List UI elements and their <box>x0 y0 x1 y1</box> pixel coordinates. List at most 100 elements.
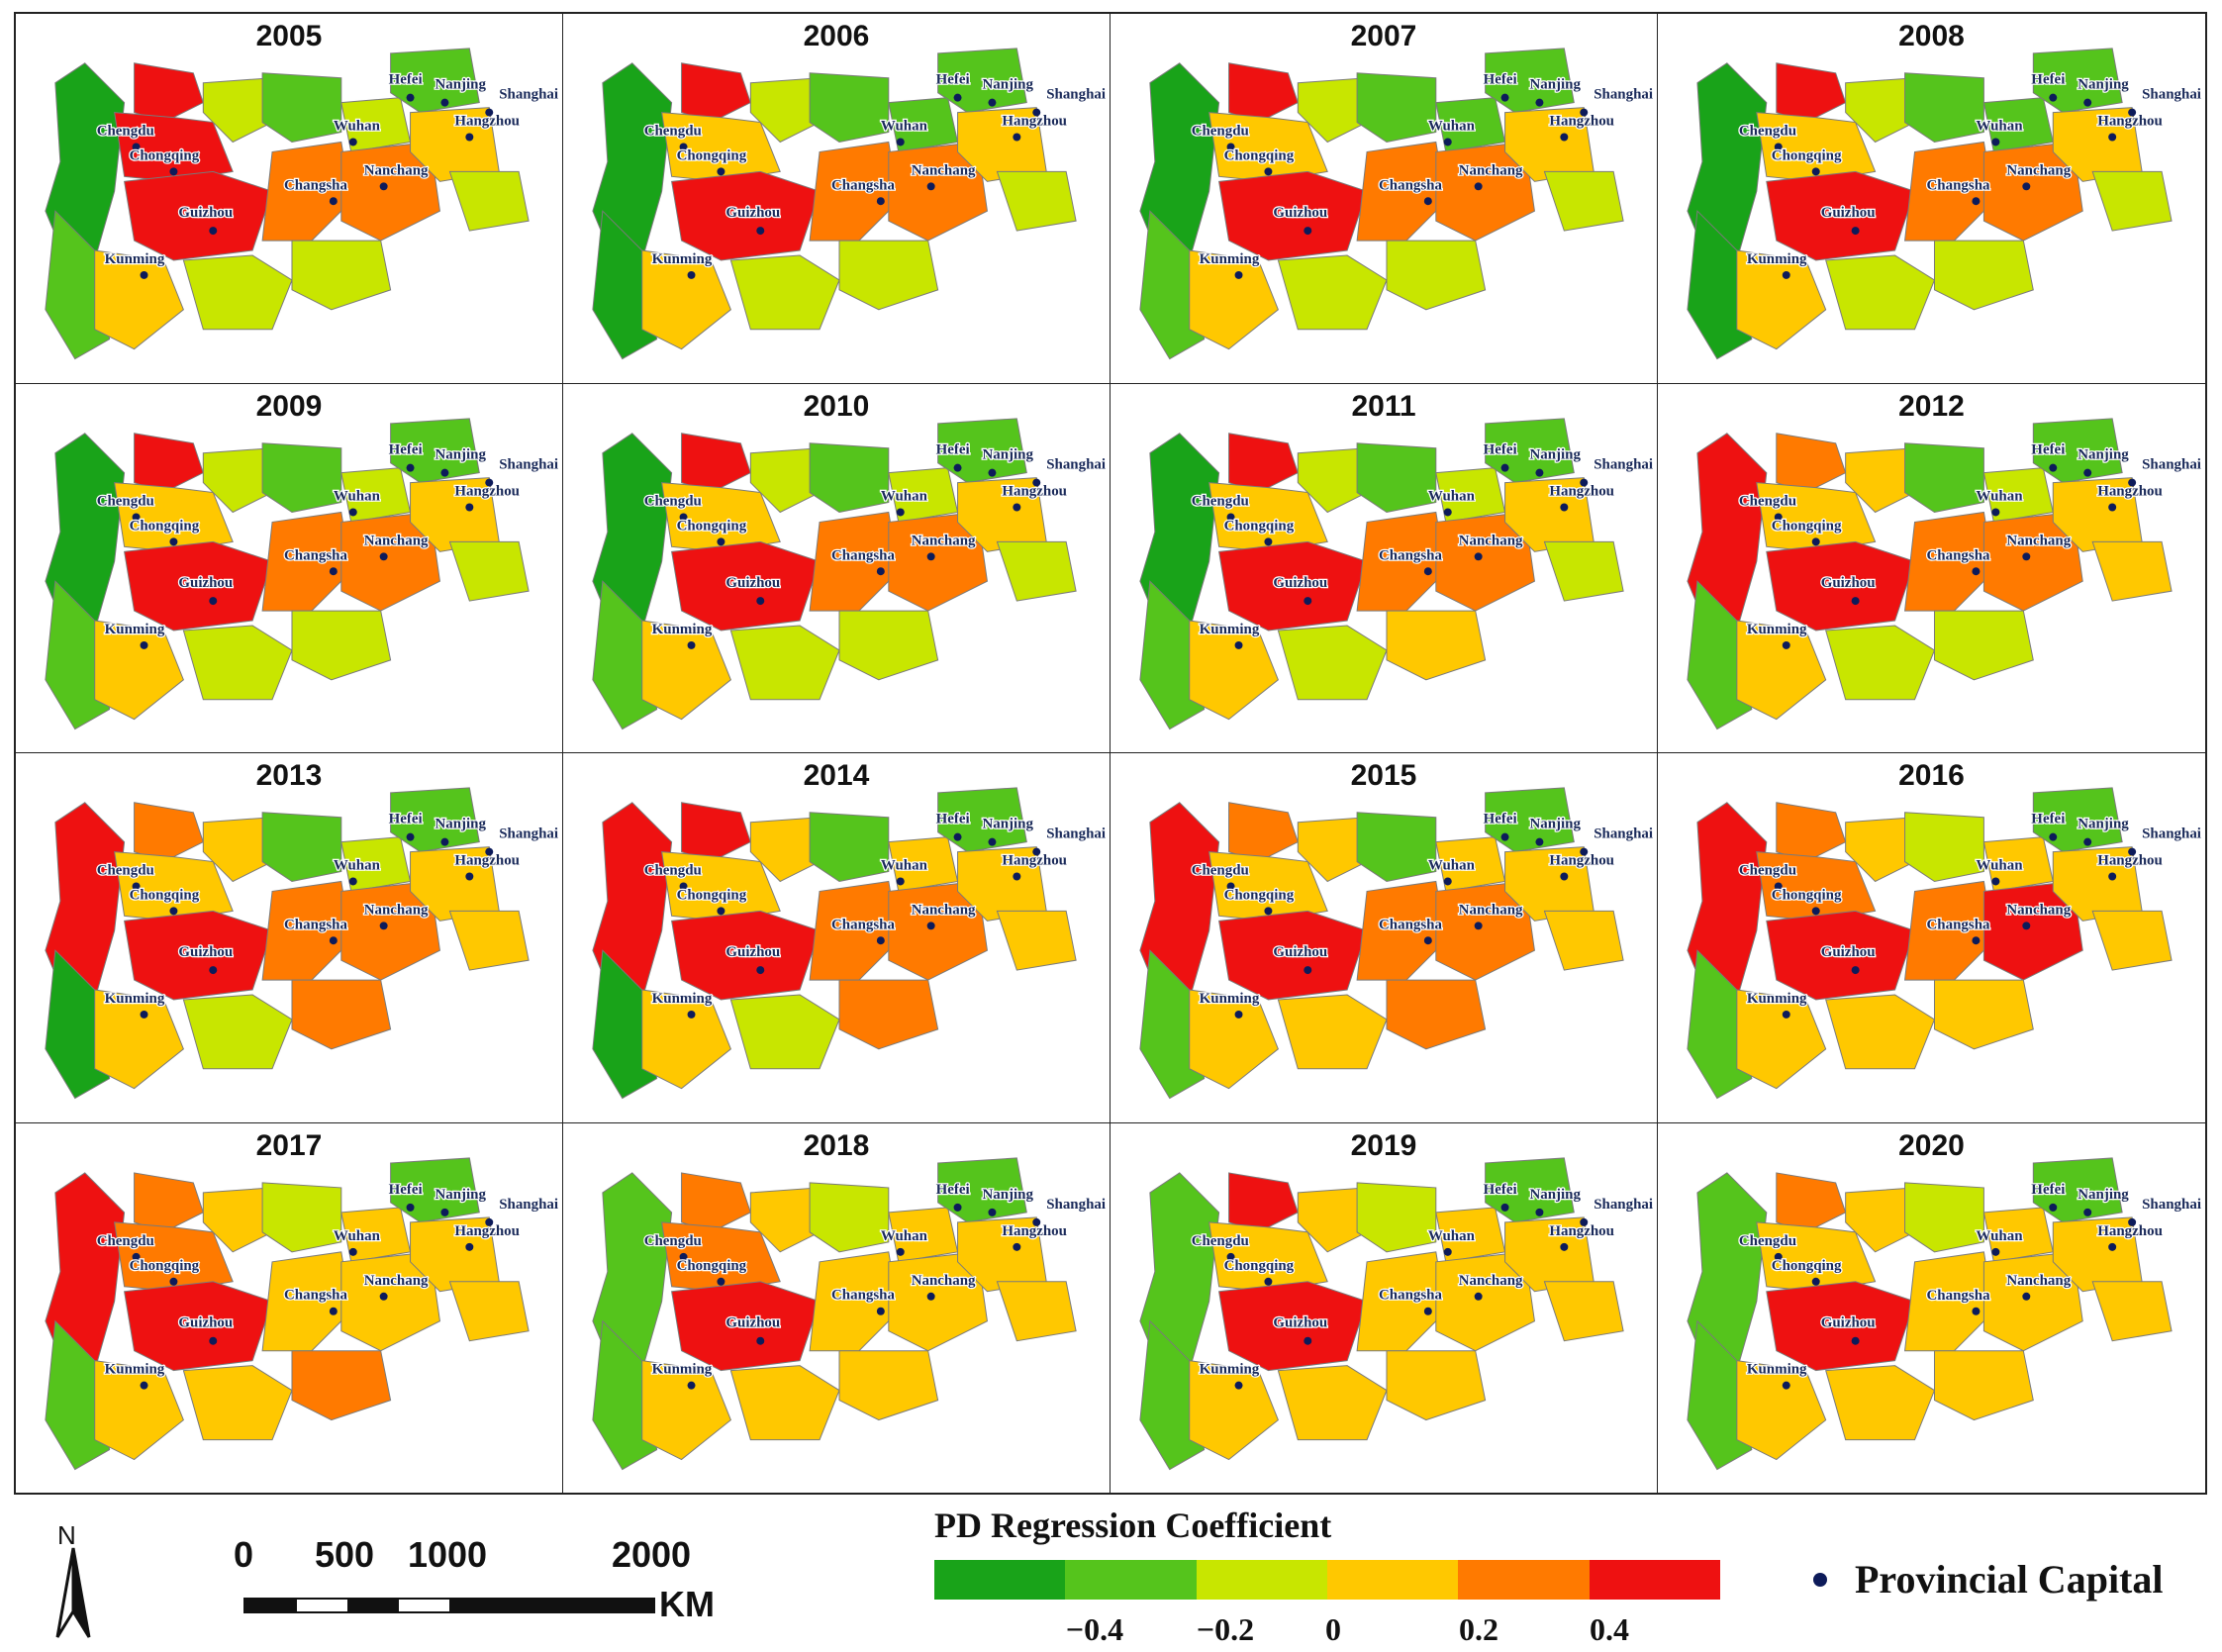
capital-dot-kunming <box>687 270 696 279</box>
capital-dot-wuhan <box>1991 138 2000 146</box>
region-2 <box>681 62 751 124</box>
capital-dot-hefei <box>1500 1203 1509 1212</box>
city-label-chongqing: Chongqing <box>1224 887 1295 903</box>
city-label-wuhan: Wuhan <box>334 1227 381 1243</box>
scale-tick-1000: 1000 <box>407 1534 488 1575</box>
region-4 <box>1845 1186 1916 1252</box>
city-label-shanghai: Shanghai <box>1046 87 1106 103</box>
capital-dot-wuhan <box>348 1247 357 1256</box>
capital-dot-wuhan <box>1991 1247 2000 1256</box>
region-11 <box>1825 1364 1936 1440</box>
region-15 <box>1933 979 2034 1050</box>
region-11 <box>1825 994 1936 1070</box>
capital-dot-changsha <box>876 197 885 206</box>
capital-dot-wuhan <box>1443 877 1452 886</box>
region-4 <box>202 1186 273 1252</box>
capital-dot-hangzhou <box>2108 1242 2117 1251</box>
city-label-shanghai: Shanghai <box>2142 826 2201 842</box>
region-15 <box>1933 1349 2034 1420</box>
city-label-nanjing: Nanjing <box>982 446 1033 462</box>
panel-year-label: 2013 <box>255 759 323 792</box>
region-1 <box>45 1319 111 1470</box>
city-label-chongqing: Chongqing <box>1224 518 1295 534</box>
region-2 <box>1228 62 1299 124</box>
region-2 <box>1228 1171 1299 1232</box>
city-label-chongqing: Chongqing <box>677 1257 747 1273</box>
city-label-nanchang: Nanchang <box>364 533 429 548</box>
region-4 <box>1297 1186 1368 1252</box>
capital-dot-guizhou <box>209 227 218 236</box>
region-5 <box>261 441 342 513</box>
capital-dot-shanghai <box>1032 478 1041 487</box>
region-3 <box>114 851 234 922</box>
city-label-nanchang: Nanchang <box>1459 902 1523 918</box>
city-label-chongqing: Chongqing <box>130 147 200 163</box>
capital-dot-chongqing <box>1811 167 1820 176</box>
region-14 <box>996 540 1077 602</box>
city-label-hangzhou: Hangzhou <box>1002 853 1067 869</box>
capital-dot-changsha <box>1972 936 1980 945</box>
city-label-kunming: Kunming <box>1200 251 1260 267</box>
city-label-shanghai: Shanghai <box>2142 87 2201 103</box>
region-5 <box>809 72 890 144</box>
capital-dot-chongqing <box>717 907 725 916</box>
legend-swatch-5 <box>1458 1560 1590 1600</box>
city-label-nanchang: Nanchang <box>2006 162 2071 178</box>
region-5 <box>261 1181 342 1252</box>
capital-dot-kunming <box>1234 1010 1243 1019</box>
capital-dot-hangzhou <box>465 1242 474 1251</box>
city-label-kunming: Kunming <box>1747 621 1807 636</box>
capital-dot-hangzhou <box>1013 1242 1021 1251</box>
capital-dot-nanjing <box>2083 1208 2092 1216</box>
region-5 <box>261 72 342 144</box>
city-label-nanchang: Nanchang <box>1459 533 1523 548</box>
city-label-wuhan: Wuhan <box>881 1227 928 1243</box>
city-label-chengdu: Chengdu <box>97 493 154 509</box>
map-2016: Chengdu Chongqing Guizhou Kunming Wuhan Chang… <box>1687 787 2202 1100</box>
region-5 <box>1904 1181 1984 1252</box>
region-11 <box>182 254 293 331</box>
city-label-nanjing: Nanjing <box>982 817 1033 832</box>
capital-dot-chengdu <box>1774 143 1783 151</box>
panel-year-label: 2019 <box>1350 1128 1417 1162</box>
region-7 <box>671 170 821 261</box>
panel-year-label: 2011 <box>1351 389 1416 423</box>
region-10 <box>1736 1359 1827 1460</box>
capital-dot-hefei <box>1500 832 1509 841</box>
region-8 <box>809 511 900 612</box>
city-label-nanchang: Nanchang <box>2006 533 2071 548</box>
city-label-wuhan: Wuhan <box>334 488 381 504</box>
city-label-guizhou: Guizhou <box>178 1314 233 1330</box>
city-label-hangzhou: Hangzhou <box>1002 483 1067 499</box>
region-5 <box>809 441 890 513</box>
region-5 <box>1904 72 1984 144</box>
capital-dot-chengdu <box>132 882 141 891</box>
city-label-shanghai: Shanghai <box>499 456 558 472</box>
map-2019: Chengdu Chongqing Guizhou Kunming Wuhan Chang… <box>1139 1156 1654 1470</box>
city-label-kunming: Kunming <box>1747 251 1807 267</box>
region-3 <box>661 112 781 182</box>
region-3 <box>1756 112 1877 182</box>
city-label-chengdu: Chengdu <box>644 863 702 879</box>
capital-dot-hangzhou <box>1560 133 1569 142</box>
capital-dot-chongqing <box>169 167 178 176</box>
city-label-hefei: Hefei <box>389 72 423 88</box>
region-7 <box>1218 540 1368 632</box>
city-label-shanghai: Shanghai <box>1594 1196 1653 1212</box>
map-panel-2018: Chengdu Chongqing Guizhou Kunming Wuhan Chang… <box>563 1122 1111 1493</box>
map-2006: Chengdu Chongqing Guizhou Kunming Wuhan Chang… <box>592 48 1107 360</box>
capital-dot-wuhan <box>896 138 905 146</box>
city-label-hefei: Hefei <box>2031 441 2065 457</box>
region-4 <box>1297 446 1368 513</box>
city-label-changsha: Changsha <box>1379 1287 1442 1303</box>
region-4 <box>202 77 273 144</box>
capital-dot-hangzhou <box>1013 503 1021 511</box>
region-2 <box>1228 432 1299 493</box>
region-3 <box>114 112 234 182</box>
capital-dot-shanghai <box>1580 847 1589 856</box>
city-label-wuhan: Wuhan <box>1428 119 1476 135</box>
capital-dot-guizhou <box>1304 966 1312 975</box>
city-label-chengdu: Chengdu <box>1192 863 1249 879</box>
capital-dot-guizhou <box>209 966 218 975</box>
capital-dot-changsha <box>329 197 338 206</box>
